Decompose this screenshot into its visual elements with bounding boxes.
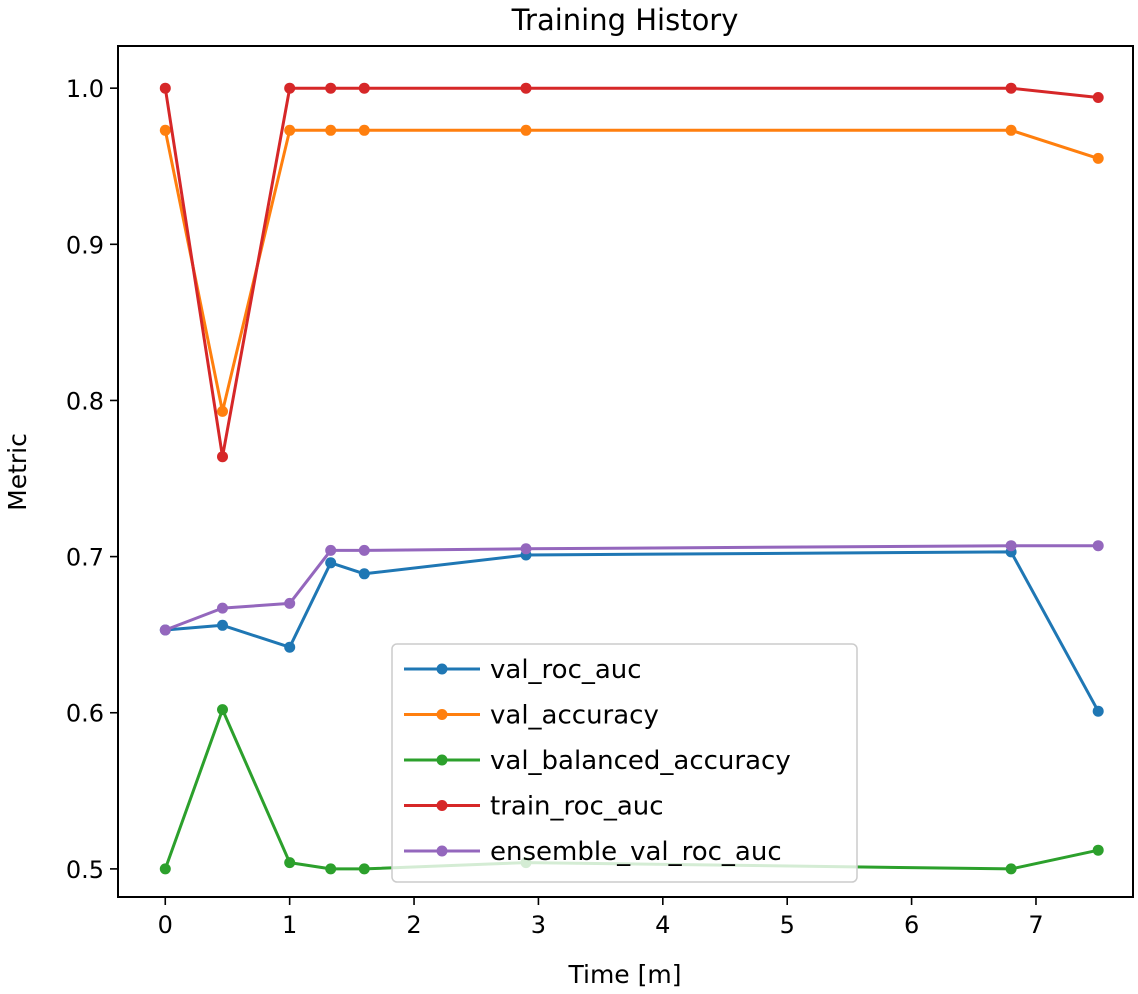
legend-item-val_balanced_accuracy: val_balanced_accuracy [404, 746, 791, 776]
y-tick-label: 0.8 [66, 387, 104, 415]
data-point-val_balanced_accuracy [358, 863, 370, 875]
data-point-val_balanced_accuracy [325, 863, 337, 875]
data-point-ensemble_val_roc_auc [325, 544, 337, 556]
y-tick-label: 0.9 [66, 231, 104, 259]
x-axis-label: Time [m] [568, 960, 682, 989]
data-point-train_roc_auc [358, 82, 370, 94]
legend-swatch-marker [436, 845, 448, 857]
legend-item-val_accuracy: val_accuracy [404, 701, 659, 731]
y-tick-label: 0.6 [66, 700, 104, 728]
series-line-val_accuracy [163, 128, 1099, 413]
legend-label: ensemble_val_roc_auc [490, 837, 782, 867]
y-axis-label: Metric [3, 433, 32, 511]
data-point-val_accuracy [284, 124, 296, 136]
y-tick-label: 0.5 [66, 856, 104, 884]
data-point-val_roc_auc [358, 568, 370, 580]
x-tick-label: 3 [531, 911, 546, 939]
data-point-ensemble_val_roc_auc [520, 543, 532, 555]
legend-label: val_accuracy [490, 701, 659, 731]
data-point-train_roc_auc [325, 82, 337, 94]
legend-label: val_roc_auc [490, 655, 642, 685]
data-point-train_roc_auc [1092, 92, 1104, 103]
legend-label: train_roc_auc [490, 792, 664, 822]
data-point-val_accuracy [217, 405, 228, 417]
legend-swatch-marker [436, 663, 448, 675]
data-point-val_balanced_accuracy [159, 863, 171, 875]
plot-frame [117, 45, 1134, 898]
legend-item-ensemble_val_roc_auc: ensemble_val_roc_auc [404, 837, 782, 867]
series-line-val_balanced_accuracy [163, 708, 1099, 871]
data-point-ensemble_val_roc_auc [217, 602, 228, 614]
y-tick-label: 0.7 [66, 544, 104, 572]
x-tick-label: 0 [158, 911, 173, 939]
x-tick-label: 7 [1028, 911, 1043, 939]
data-point-train_roc_auc [520, 82, 532, 94]
data-point-val_accuracy [358, 124, 370, 136]
series-line-ensemble_val_roc_auc [164, 544, 1099, 632]
legend-item-val_roc_auc: val_roc_auc [404, 655, 642, 685]
data-point-ensemble_val_roc_auc [1005, 540, 1017, 552]
data-point-val_roc_auc [217, 619, 228, 631]
legend-label: val_balanced_accuracy [490, 746, 791, 776]
legend-item-train_roc_auc: train_roc_auc [404, 792, 664, 822]
data-point-val_accuracy [159, 124, 171, 136]
series-line-train_roc_auc [163, 86, 1099, 459]
data-point-val_balanced_accuracy [284, 857, 296, 869]
legend-box [391, 643, 858, 883]
data-point-val_balanced_accuracy [217, 704, 228, 716]
data-point-val_accuracy [325, 124, 337, 136]
x-tick-label: 2 [406, 911, 421, 939]
data-point-val_accuracy [1005, 124, 1017, 136]
x-tick-label: 4 [655, 911, 670, 939]
data-point-train_roc_auc [1005, 82, 1017, 94]
legend-swatch-marker [436, 800, 448, 811]
data-point-val_accuracy [520, 124, 532, 136]
data-point-ensemble_val_roc_auc [159, 624, 171, 636]
legend-swatch-marker [436, 709, 448, 720]
legend-swatch-marker [436, 754, 448, 766]
data-point-val_balanced_accuracy [1005, 863, 1017, 875]
x-tick-label: 5 [780, 911, 795, 939]
data-point-ensemble_val_roc_auc [284, 597, 296, 609]
data-point-val_roc_auc [1092, 705, 1104, 717]
data-point-train_roc_auc [284, 82, 296, 94]
data-point-train_roc_auc [159, 82, 171, 94]
data-point-ensemble_val_roc_auc [1092, 540, 1104, 552]
data-point-ensemble_val_roc_auc [358, 544, 370, 556]
data-point-val_roc_auc [325, 557, 337, 569]
data-point-val_balanced_accuracy [1092, 844, 1104, 856]
series-line-val_roc_auc [165, 550, 1100, 712]
data-point-val_roc_auc [284, 641, 296, 653]
chart-title: Training History [511, 3, 739, 37]
data-point-train_roc_auc [217, 451, 228, 463]
x-tick-label: 6 [904, 911, 919, 939]
x-tick-label: 1 [282, 911, 297, 939]
legend: val_roc_auc val_accuracy val_balanced_accu… [391, 643, 858, 883]
y-tick-label: 1.0 [66, 75, 104, 103]
data-point-val_accuracy [1092, 152, 1104, 164]
axes-layer: 0 1 2 3 4 5 6 7 0.5 0.6 0.7 0.8 0.9 1.0 [66, 75, 1044, 939]
